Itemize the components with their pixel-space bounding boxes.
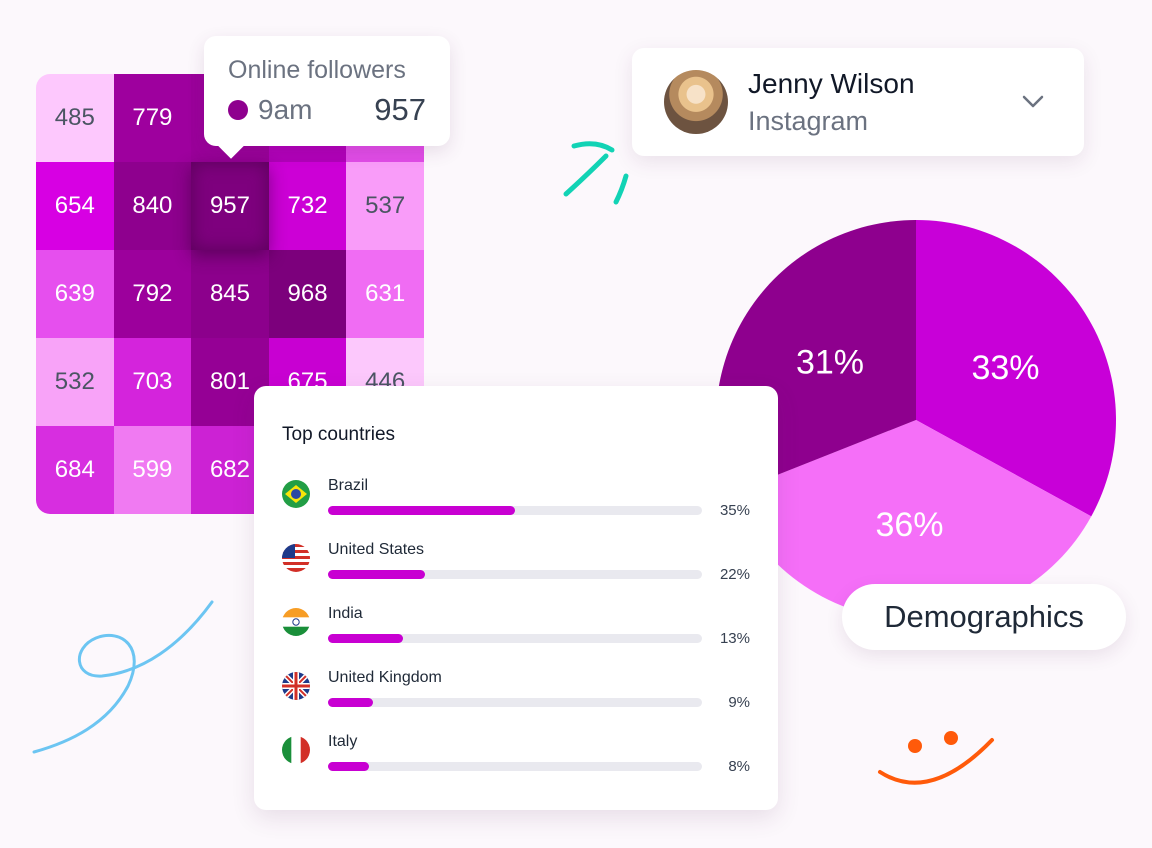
country-progress-fill <box>328 634 403 643</box>
heatmap-cell[interactable]: 732 <box>268 162 347 250</box>
country-percent: 9% <box>728 694 750 711</box>
country-progress-track <box>328 570 702 579</box>
profile-selector[interactable]: Jenny Wilson Instagram <box>632 48 1084 156</box>
pie-slice-label: 33% <box>971 349 1039 387</box>
tooltip-title: Online followers <box>228 56 406 84</box>
usa-flag-icon <box>282 544 310 572</box>
heatmap-cell[interactable]: 845 <box>191 250 269 338</box>
pie-slice[interactable] <box>730 420 1092 620</box>
online-followers-tooltip: Online followers 9am 957 <box>204 36 450 159</box>
heatmap-cell[interactable]: 639 <box>36 250 114 338</box>
heatmap-cell[interactable]: 703 <box>113 338 192 426</box>
heatmap-cell[interactable]: 537 <box>346 162 424 250</box>
pie-slice[interactable] <box>916 220 1116 517</box>
country-percent: 35% <box>719 502 750 519</box>
chevron-down-icon[interactable] <box>1020 88 1046 114</box>
heatmap-cell[interactable]: 684 <box>36 426 114 514</box>
country-progress-track <box>328 762 702 771</box>
heatmap-cell[interactable]: 532 <box>36 338 114 426</box>
heatmap-cell[interactable]: 779 <box>113 74 192 162</box>
dot-icon <box>228 100 248 120</box>
top-countries-title: Top countries <box>282 424 396 445</box>
country-row: United Kingdom 9% <box>254 669 778 732</box>
italy-flag-icon <box>282 736 310 764</box>
heatmap-cell[interactable]: 792 <box>113 250 192 338</box>
heatmap-cell[interactable]: 599 <box>113 426 192 514</box>
demographics-label: Demographics <box>842 584 1126 650</box>
teal-spark-icon <box>563 141 629 205</box>
heatmap-cell[interactable]: 654 <box>36 162 114 250</box>
country-row: Italy 8% <box>254 733 778 796</box>
country-name: India <box>328 605 363 622</box>
country-progress-fill <box>328 698 373 707</box>
blue-scribble-icon <box>32 600 214 754</box>
profile-network: Instagram <box>748 106 869 136</box>
country-name: United Kingdom <box>328 669 442 686</box>
heatmap-cell[interactable]: 485 <box>36 74 114 162</box>
tooltip-time: 9am <box>258 94 313 125</box>
country-name: Brazil <box>328 477 369 494</box>
pie-slice-label: 31% <box>796 344 864 382</box>
profile-name: Jenny Wilson <box>748 68 915 99</box>
country-progress-fill <box>328 762 370 771</box>
country-percent: 8% <box>728 758 750 775</box>
country-progress-track <box>328 634 702 643</box>
heatmap-cell[interactable]: 840 <box>113 162 192 250</box>
country-progress-fill <box>328 506 515 515</box>
country-row: India 13% <box>254 605 778 668</box>
heatmap-cell[interactable]: 631 <box>346 250 424 338</box>
country-progress-track <box>328 698 702 707</box>
avatar <box>664 70 728 134</box>
country-percent: 13% <box>719 630 750 647</box>
pie-slice-label: 36% <box>875 506 943 544</box>
brazil-flag-icon <box>282 480 310 508</box>
country-name: United States <box>328 541 425 558</box>
country-progress-track <box>328 506 702 515</box>
uk-flag-icon <box>282 672 310 700</box>
orange-smile-icon <box>878 731 994 785</box>
country-row: United States 22% <box>254 541 778 604</box>
top-countries-card: Top countries Brazil 35% United States 22% I… <box>254 386 778 810</box>
heatmap-cell[interactable]: 957 <box>191 162 269 250</box>
country-percent: 22% <box>719 566 750 583</box>
india-flag-icon <box>282 608 310 636</box>
heatmap-cell[interactable]: 968 <box>268 250 347 338</box>
country-name: Italy <box>328 733 358 750</box>
country-row: Brazil 35% <box>254 477 778 540</box>
tooltip-value: 957 <box>374 92 426 127</box>
country-progress-fill <box>328 570 426 579</box>
